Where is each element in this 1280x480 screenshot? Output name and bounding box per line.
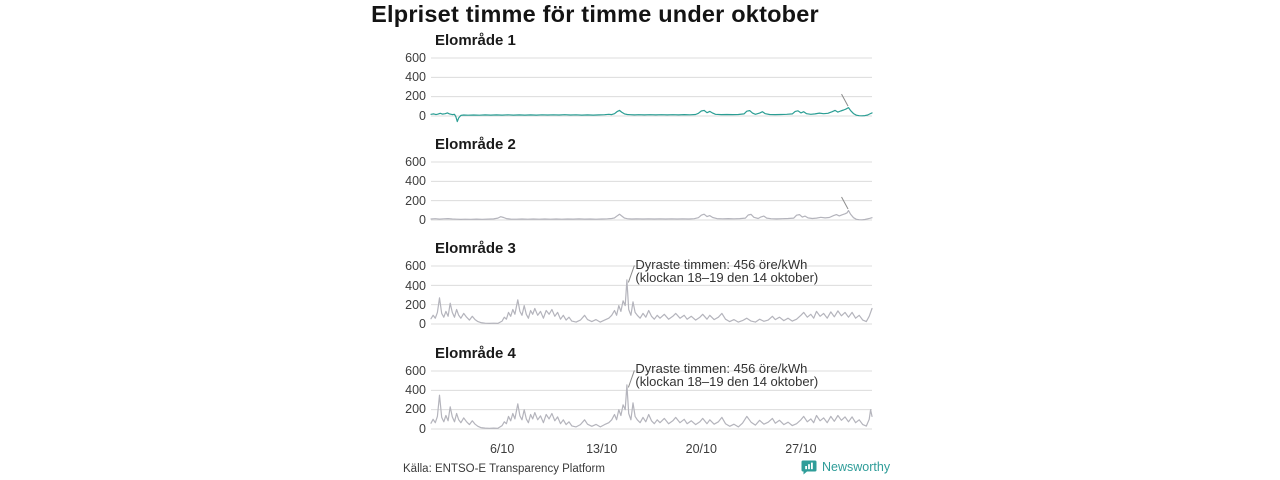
price-line: [430, 279, 873, 325]
x-axis-tick-label: 27/10: [785, 442, 817, 456]
y-axis-tick-label: 0: [419, 421, 426, 436]
y-axis-tick-label: 600: [405, 363, 426, 378]
y-axis-tick-label: 0: [419, 108, 426, 123]
newsworthy-logo[interactable]: Newsworthy: [801, 459, 890, 475]
plot-area: [430, 161, 873, 221]
plot-area: [430, 369, 873, 430]
panel-title: Elområde 2: [435, 135, 516, 153]
price-line: [430, 106, 873, 122]
panel-title: Elområde 1: [435, 31, 516, 49]
y-axis-tick-label: 600: [405, 259, 426, 274]
y-axis-tick-label: 600: [405, 50, 426, 65]
panel-title: Elområde 4: [435, 344, 516, 362]
source-attribution: Källa: ENTSO-E Transparency Platform: [403, 463, 605, 475]
x-axis-tick-label: 13/10: [586, 442, 618, 456]
y-axis-tick-label: 200: [405, 297, 426, 312]
y-axis-tick-label: 400: [405, 174, 426, 189]
price-line: [430, 383, 873, 429]
annotation-pointer-line: [627, 265, 635, 283]
annotation-line2: (klockan 18–19 den 14 oktober): [635, 374, 819, 390]
y-axis-tick-label: 400: [405, 383, 426, 398]
y-axis-tick-label: 0: [419, 212, 426, 227]
y-axis-tick-label: 400: [405, 278, 426, 293]
annotation-line1: Dyraste timmen: 456 öre/kWh: [635, 361, 808, 377]
brand-name: Newsworthy: [822, 460, 891, 474]
plot-area: [430, 57, 873, 122]
annotation-line1: Dyraste timmen: 456 öre/kWh: [635, 256, 808, 272]
panel-title: Elområde 3: [435, 240, 516, 258]
y-axis-tick-label: 0: [419, 317, 426, 332]
y-axis-tick-label: 400: [405, 69, 426, 84]
y-axis-tick-label: 200: [405, 89, 426, 104]
annotation-pointer-line: [627, 369, 635, 388]
x-axis-tick-label: 6/10: [489, 442, 515, 456]
y-axis-tick-label: 600: [405, 154, 426, 169]
x-axis-tick-label: 20/10: [685, 442, 717, 456]
annotation-pointer-line: [841, 196, 849, 210]
y-axis-tick-label: 200: [405, 193, 426, 208]
plot-area: [430, 265, 873, 325]
bar-chart-speech-bubble-icon: [801, 460, 817, 475]
page-title: Elpriset timme för timme under oktober: [371, 1, 819, 27]
y-axis-tick-label: 200: [405, 402, 426, 417]
annotation-pointer-line: [841, 93, 849, 106]
price-line: [430, 209, 873, 221]
annotation-line2: (klockan 18–19 den 14 oktober): [635, 269, 819, 285]
